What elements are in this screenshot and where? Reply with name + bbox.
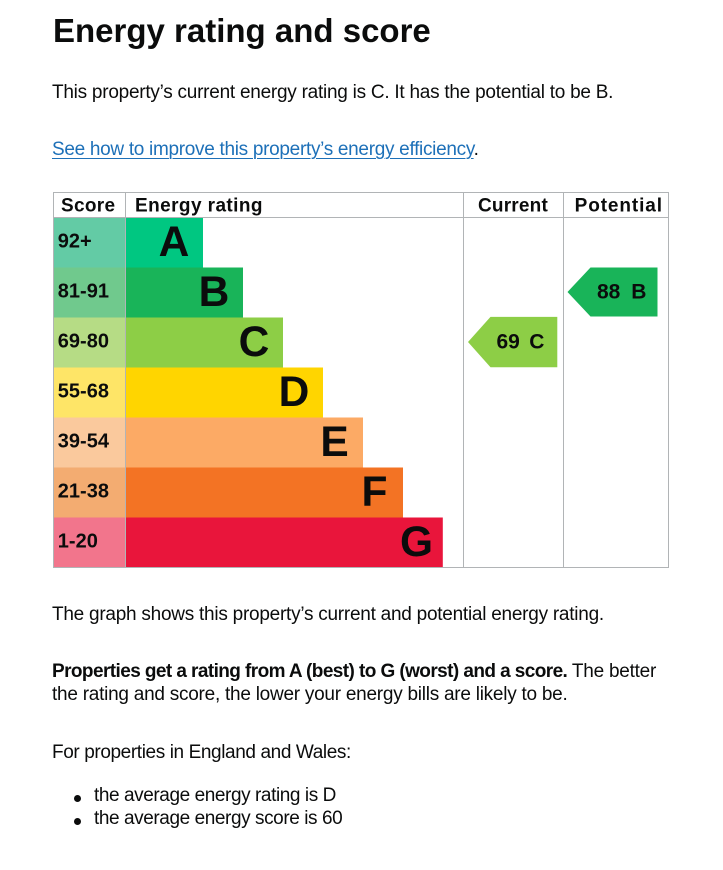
svg-text:E: E [320,419,348,466]
svg-text:92+: 92+ [58,230,92,252]
svg-text:69-80: 69-80 [58,330,109,352]
svg-text:A: A [159,219,190,266]
svg-text:Current: Current [478,195,548,216]
svg-text:B: B [199,269,230,316]
svg-text:Score: Score [61,195,115,216]
svg-text:88: 88 [597,281,621,304]
svg-text:C: C [239,319,270,366]
svg-text:39-54: 39-54 [58,430,110,452]
svg-text:1-20: 1-20 [58,530,98,552]
svg-text:D: D [279,369,310,416]
svg-text:C: C [529,331,544,354]
svg-text:B: B [631,281,646,304]
svg-text:55-68: 55-68 [58,380,109,402]
svg-text:Energy rating: Energy rating [135,195,263,216]
svg-text:81-91: 81-91 [58,280,109,302]
svg-text:69: 69 [496,331,519,354]
svg-text:F: F [362,469,388,516]
svg-text:G: G [400,519,433,566]
svg-text:21-38: 21-38 [58,480,109,502]
svg-text:Potential: Potential [575,195,663,216]
